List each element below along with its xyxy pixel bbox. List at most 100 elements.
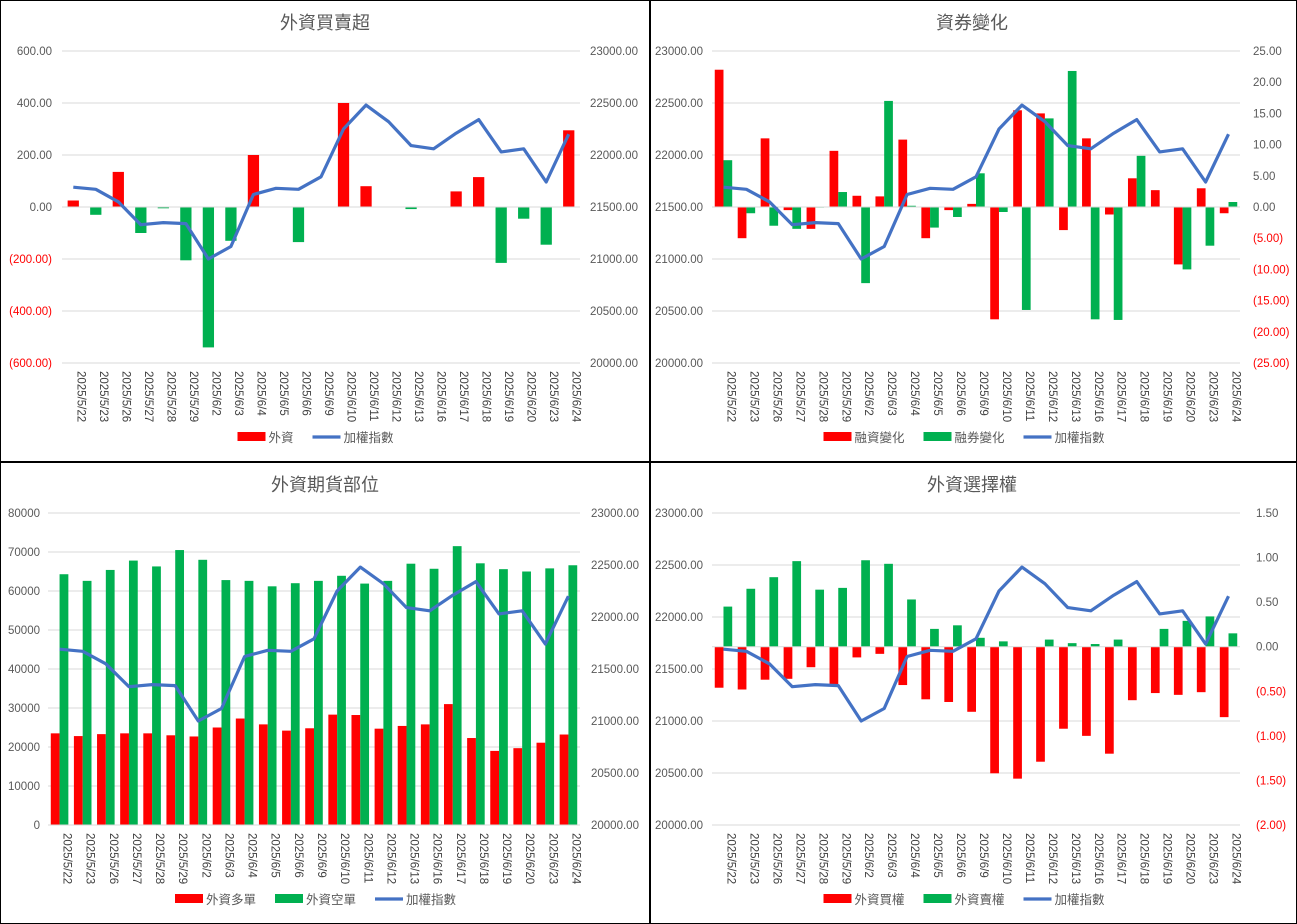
x-tick-label: 2025/6/3 [222, 833, 234, 878]
legend-label: 加權指數 [406, 892, 457, 907]
bar-a [944, 207, 954, 211]
right-tick-label: 22500.00 [590, 98, 638, 110]
right-tick-label: 23000.00 [591, 508, 639, 520]
bar-a [1150, 646, 1160, 694]
bar-a [898, 139, 908, 207]
x-tick-label: 2025/6/24 [569, 833, 581, 885]
legend-label: 外資 [269, 431, 294, 445]
x-tick-label: 2025/6/9 [322, 371, 334, 416]
bar-a [1127, 646, 1137, 701]
left-tick-label: 400.00 [17, 98, 52, 110]
x-tick-label: 2025/5/27 [142, 371, 154, 422]
bar-b [1090, 644, 1100, 647]
bar-b [769, 207, 779, 226]
x-tick-label: 2025/6/6 [954, 371, 966, 416]
bar-b [976, 173, 985, 207]
bar-a [1036, 646, 1045, 762]
x-tick-label: 2025/6/24 [1230, 833, 1242, 885]
bar-a [1082, 138, 1091, 207]
left-tick-label: 23000.00 [655, 508, 703, 520]
bar-a [737, 646, 747, 690]
bar-a [73, 736, 83, 825]
x-tick-label: 2025/6/10 [345, 371, 357, 422]
bar-a [513, 748, 523, 825]
x-tick-label: 2025/6/5 [277, 371, 289, 416]
bar-b [1090, 207, 1100, 320]
x-tick-label: 2025/5/29 [839, 833, 851, 884]
bar-b [792, 561, 802, 647]
left-tick-label: 20000 [8, 742, 40, 754]
bar-b [290, 583, 300, 825]
left-tick-label: 22500.00 [655, 560, 703, 572]
x-tick-label: 2025/6/23 [1207, 833, 1219, 884]
bar-b [383, 580, 393, 825]
bar-a [360, 186, 372, 207]
bar-a [806, 646, 816, 668]
x-tick-label: 2025/6/6 [299, 371, 311, 416]
bar-a [473, 177, 485, 207]
left-tick-label: 20500.00 [655, 306, 703, 318]
bar-b [861, 560, 870, 647]
x-tick-label: 2025/6/20 [1184, 833, 1196, 884]
bar-a [443, 704, 453, 825]
x-tick-label: 2025/6/12 [1046, 833, 1058, 884]
x-tick-label: 2025/5/23 [747, 371, 759, 422]
x-tick-label: 2025/6/19 [1161, 371, 1173, 422]
right-tick-label: 1.00 [1256, 553, 1278, 565]
bar-b [907, 205, 916, 207]
bar-a [829, 646, 839, 686]
left-tick-label: 40000 [8, 664, 40, 676]
left-tick-label: 21000.00 [655, 716, 703, 728]
left-tick-label: 0.00 [30, 202, 52, 214]
bar-b [930, 207, 939, 228]
bar-a [135, 207, 147, 233]
bar-a [875, 646, 885, 654]
bar-b [406, 563, 416, 825]
x-tick-label: 2025/5/29 [839, 371, 851, 422]
bar-a [967, 646, 976, 712]
x-tick-label: 2025/5/27 [793, 833, 805, 884]
x-tick-label: 2025/6/2 [862, 833, 874, 878]
divider-horizontal [0, 461, 1297, 463]
bar-b [59, 574, 69, 825]
bar-a [1105, 646, 1114, 754]
x-tick-label: 2025/6/2 [199, 833, 211, 878]
bar-b [1228, 202, 1238, 207]
bar-a [1127, 178, 1137, 207]
right-tick-label: (5.00) [1253, 233, 1283, 245]
bar-b [82, 580, 92, 825]
legend-swatch-bar [823, 432, 852, 441]
chart-margin-change: 資券變化 23000.00 22500.00 22000.00 21500.00 210… [655, 13, 1290, 445]
bar-b [769, 577, 779, 647]
legend-label: 加權指數 [1055, 430, 1106, 445]
bar-a [1059, 207, 1068, 231]
bar-a [143, 733, 153, 825]
legend-swatch-bar [175, 894, 203, 903]
bar-a [374, 728, 384, 825]
right-tick-label: 22000.00 [591, 612, 639, 624]
x-tick-label: 2025/6/2 [209, 371, 221, 416]
bar-b [976, 637, 985, 647]
x-tick-label: 2025/6/11 [1023, 371, 1035, 421]
bar-b [1159, 628, 1169, 647]
legend-label: 外資多單 [206, 893, 256, 907]
x-tick-label: 2025/5/26 [107, 833, 119, 884]
x-tick-label: 2025/6/13 [408, 833, 420, 884]
legend-label: 外資賣權 [955, 892, 1005, 907]
x-tick-label: 2025/5/23 [747, 833, 759, 884]
bar-a [990, 207, 999, 320]
x-tick-label: 2025/6/5 [931, 371, 943, 416]
x-tick-label: 2025/6/23 [1207, 371, 1219, 422]
bar-a [518, 207, 530, 219]
bar-b [907, 599, 916, 647]
right-tick-label: 21500.00 [590, 202, 638, 214]
bar-a [944, 646, 954, 702]
x-tick-label: 2025/6/13 [1069, 371, 1081, 422]
bar-b [746, 207, 756, 214]
left-tick-label: (600.00) [9, 358, 52, 370]
x-tick-label: 2025/5/28 [153, 833, 165, 884]
x-tick-label: 2025/6/3 [232, 371, 244, 416]
bar-b [998, 207, 1008, 212]
bar-a [921, 207, 931, 239]
left-tick-label: 22000.00 [655, 612, 703, 624]
